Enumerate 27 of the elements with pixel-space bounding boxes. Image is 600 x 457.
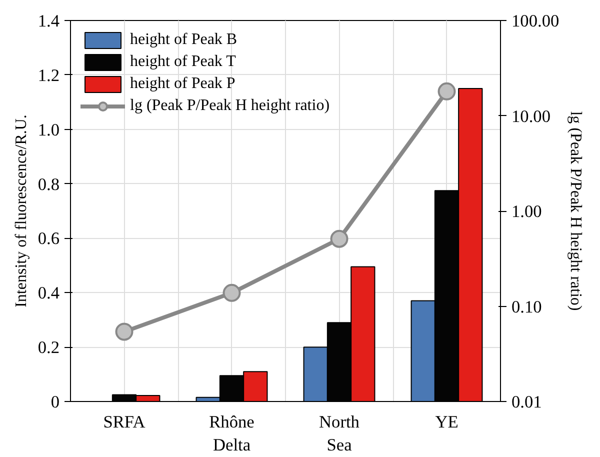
- y2-axis-title: lg (Peak P/Peak H height ratio): [567, 111, 584, 311]
- x-tick-label: Rhône Delta: [209, 412, 255, 454]
- y-tick-label: 0.4: [38, 284, 60, 303]
- x-tick-label: YE: [435, 412, 458, 432]
- point: [115, 322, 134, 341]
- legend-label: height of Peak B: [130, 31, 238, 49]
- legend-label: lg (Peak P/Peak H height ratio): [130, 97, 330, 115]
- y2-tick-label: 1.00: [512, 202, 542, 221]
- y-axis-title: Intensity of fluorescence/R.U.: [12, 114, 30, 308]
- y2-tick-label: 100.00: [512, 12, 560, 30]
- y-tick-label: 0.2: [38, 338, 60, 358]
- x-tick-label: North Sea: [319, 412, 360, 454]
- point: [438, 82, 456, 100]
- point: [330, 230, 348, 248]
- y-tick-label: 0.6: [38, 229, 60, 248]
- y2-tick-label: 0.01: [512, 392, 542, 412]
- y-tick-label: 1.0: [38, 120, 60, 140]
- y2-tick-label: 10.00: [512, 106, 550, 126]
- point: [222, 284, 241, 302]
- legend-label: height of Peak T: [130, 53, 236, 71]
- y-tick-label: 1.2: [38, 66, 60, 85]
- legend-label: height of Peak P: [130, 75, 236, 93]
- y-tick-label: 1.4: [38, 12, 60, 30]
- x-tick-label: SRFA: [103, 412, 146, 432]
- y2-tick-label: 0.10: [512, 297, 542, 316]
- y-tick-label: 0: [50, 392, 60, 412]
- y-tick-label: 0.8: [38, 174, 60, 194]
